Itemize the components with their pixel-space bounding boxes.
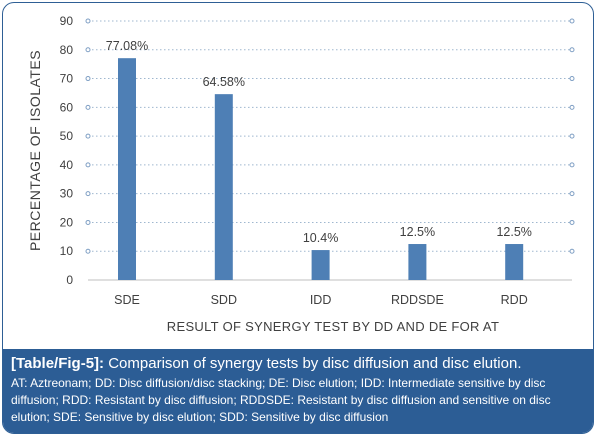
gridline-marker (569, 47, 575, 53)
bar-chart: 0 10 20 30 40 50 60 70 80 90 77.08% SDE 64.58% SDD 10.… (27, 14, 575, 334)
gridline-marker (569, 219, 575, 225)
gridline-marker (85, 133, 91, 139)
caption-title: Comparison of synergy tests by disc diff… (108, 355, 522, 372)
bar (118, 58, 136, 280)
data-label: 12.5% (400, 225, 435, 239)
x-tick-label: RDDSDE (391, 293, 444, 307)
gridline-marker (569, 18, 575, 24)
x-axis-label: RESULT OF SYNERGY TEST BY DD AND DE FOR … (167, 319, 499, 334)
bar (214, 94, 233, 281)
gridline-marker (85, 162, 91, 168)
data-label: 64.58% (203, 75, 245, 89)
x-tick-label: RDD (501, 293, 528, 307)
label-layer: 0 10 20 30 40 50 60 70 80 90 77.08% SDE 64.58% SDD 10.… (60, 14, 532, 307)
y-tick-label: 70 (60, 72, 74, 86)
y-tick-label: 80 (60, 43, 74, 57)
figure-caption: [Table/Fig-5]: Comparison of synergy tes… (3, 349, 593, 433)
caption-notes: AT: Aztreonam; DD: Disc diffusion/disc s… (11, 376, 551, 424)
gridline-marker (85, 191, 91, 197)
y-tick-label: 40 (60, 158, 74, 172)
gridline-marker (569, 162, 575, 168)
y-axis-label: PERCENTAGE OF ISOLATES (27, 50, 43, 251)
caption-label: [Table/Fig-5]: (11, 355, 105, 372)
bar-layer (118, 58, 524, 281)
data-label: 77.08% (106, 39, 148, 53)
x-tick-label: IDD (310, 293, 332, 307)
gridline-marker (85, 18, 91, 24)
gridline-marker (85, 248, 91, 254)
bar (505, 244, 524, 280)
y-tick-label: 60 (60, 100, 74, 114)
bar (311, 250, 330, 280)
y-tick-label: 10 (60, 244, 74, 258)
y-tick-label: 90 (60, 14, 74, 28)
gridline-marker (85, 104, 91, 110)
gridline-marker (569, 133, 575, 139)
y-tick-label: 50 (60, 129, 74, 143)
bar (408, 244, 427, 280)
y-tick-label: 20 (60, 215, 74, 229)
x-tick-label: SDE (114, 293, 140, 307)
caption-heading: [Table/Fig-5]: Comparison of synergy tes… (11, 355, 585, 373)
gridline-marker (569, 104, 575, 110)
gridline-marker (569, 248, 575, 254)
x-tick-label: SDD (211, 293, 237, 307)
gridline-marker (85, 47, 91, 53)
gridline-marker (569, 76, 575, 82)
figure-frame: 0 10 20 30 40 50 60 70 80 90 77.08% SDE 64.58% SDD 10.… (2, 2, 594, 434)
gridline-marker (85, 76, 91, 82)
y-tick-label: 0 (66, 273, 73, 287)
gridline-marker (85, 219, 91, 225)
y-tick-label: 30 (60, 187, 74, 201)
grid-layer (85, 18, 575, 281)
gridline-marker (569, 191, 575, 197)
data-label: 12.5% (496, 225, 531, 239)
data-label: 10.4% (303, 231, 338, 245)
chart-area: 0 10 20 30 40 50 60 70 80 90 77.08% SDE 64.58% SDD 10.… (3, 3, 592, 349)
